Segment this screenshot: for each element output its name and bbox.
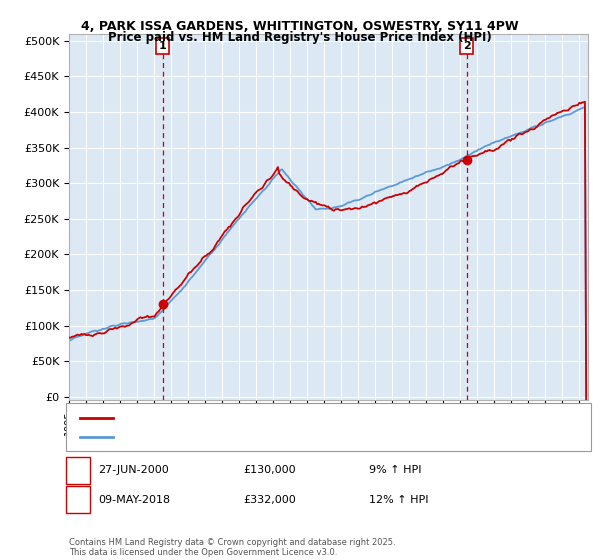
Text: 09-MAY-2018: 09-MAY-2018 <box>98 494 170 505</box>
Text: 4, PARK ISSA GARDENS, WHITTINGTON, OSWESTRY, SY11 4PW (detached house): 4, PARK ISSA GARDENS, WHITTINGTON, OSWES… <box>119 413 513 423</box>
Text: 4, PARK ISSA GARDENS, WHITTINGTON, OSWESTRY, SY11 4PW: 4, PARK ISSA GARDENS, WHITTINGTON, OSWES… <box>81 20 519 32</box>
Text: 27-JUN-2000: 27-JUN-2000 <box>98 465 169 475</box>
Text: 9% ↑ HPI: 9% ↑ HPI <box>369 465 421 475</box>
Text: HPI: Average price, detached house, Shropshire: HPI: Average price, detached house, Shro… <box>119 432 352 442</box>
Text: 1: 1 <box>159 41 166 51</box>
Text: Price paid vs. HM Land Registry's House Price Index (HPI): Price paid vs. HM Land Registry's House … <box>108 31 492 44</box>
Text: 2: 2 <box>74 493 82 506</box>
Text: £332,000: £332,000 <box>243 494 296 505</box>
Text: Contains HM Land Registry data © Crown copyright and database right 2025.
This d: Contains HM Land Registry data © Crown c… <box>69 538 395 557</box>
Text: 2: 2 <box>463 41 470 51</box>
Text: 12% ↑ HPI: 12% ↑ HPI <box>369 494 428 505</box>
Text: £130,000: £130,000 <box>243 465 296 475</box>
Text: 1: 1 <box>74 464 82 477</box>
